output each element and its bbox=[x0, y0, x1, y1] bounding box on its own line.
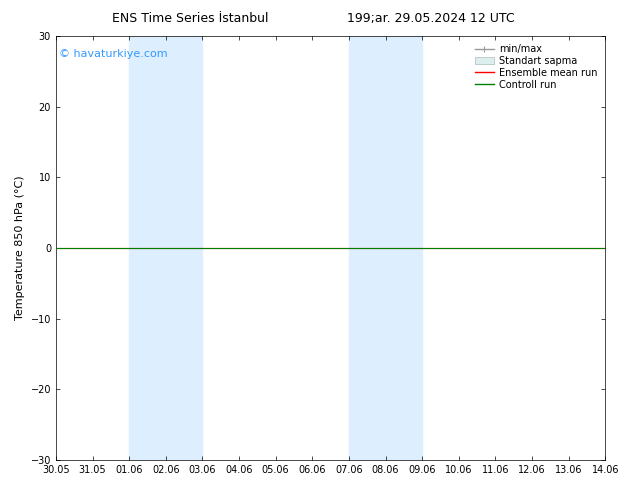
Legend: min/max, Standart sapma, Ensemble mean run, Controll run: min/max, Standart sapma, Ensemble mean r… bbox=[472, 41, 600, 93]
Bar bbox=[349, 36, 422, 460]
Text: 199;ar. 29.05.2024 12 UTC: 199;ar. 29.05.2024 12 UTC bbox=[347, 12, 515, 25]
Text: ENS Time Series İstanbul: ENS Time Series İstanbul bbox=[112, 12, 268, 25]
Bar bbox=[129, 36, 202, 460]
Y-axis label: Temperature 850 hPa (°C): Temperature 850 hPa (°C) bbox=[15, 176, 25, 320]
Text: © havaturkiye.com: © havaturkiye.com bbox=[59, 49, 167, 59]
